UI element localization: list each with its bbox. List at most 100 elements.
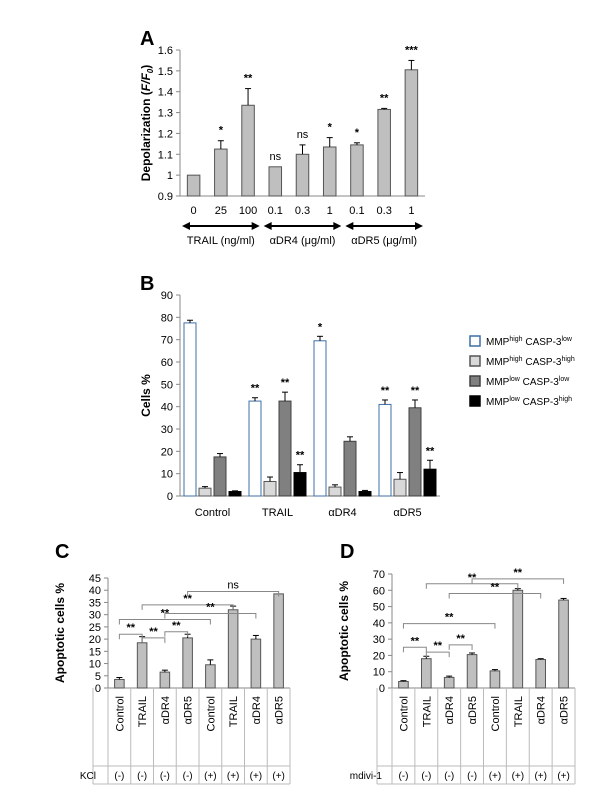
panel-a-bar [268, 166, 283, 197]
panel-a-group-label: αDR5 (μg/ml) [351, 235, 417, 247]
panel-b-bar [183, 322, 197, 497]
panel-b-legend-label: MMPhigh CASP-3high [486, 356, 575, 368]
panel-letter-d: D [340, 541, 354, 563]
panel-a-y-tick-label: 1.1 [158, 149, 173, 161]
panel-c-bar [136, 642, 148, 689]
panel-a-x-tick-label: 0.3 [377, 205, 392, 217]
panel-b-legend-swatch [469, 395, 481, 407]
panel-b-significance: ** [281, 377, 290, 389]
panel-c-treatment-value: (-) [160, 771, 170, 782]
panel-c-significance-bracket [118, 633, 143, 640]
panel-d-bar [535, 659, 546, 689]
panel-c-bracket-label: ** [149, 626, 158, 638]
panel-b-legend-swatch [469, 375, 481, 387]
panel-b-y-tick-label: 20 [161, 446, 173, 458]
panel-d-treatment-value: (-) [398, 771, 408, 782]
panel-d-x-tick-label: TRAIL [421, 696, 433, 727]
panel-b-y-tick-label: 40 [161, 402, 173, 414]
panel-b-x-tick-label: αDR5 [393, 507, 421, 519]
panel-a-significance: * [328, 122, 333, 134]
panel-b-bar [408, 407, 422, 497]
panel-letter-c: C [55, 541, 69, 563]
panel-d-bracket-label: ** [411, 635, 420, 647]
panel-d-bar [466, 654, 478, 689]
panel-b-chart: 0 10 20 30 40 50 60 70 80 90 Control ** ** ** TRAIL * αD… [139, 290, 575, 519]
panel-b-bar [293, 472, 307, 497]
panel-b-bar [343, 440, 357, 497]
panel-c-significance-bracket [164, 631, 189, 637]
panel-a-x-tick-label: 0.3 [295, 205, 310, 217]
panel-d-significance-bracket [448, 644, 473, 650]
panel-c-y-tick-label: 5 [95, 671, 101, 683]
panel-d-x-tick-label: αDR5 [559, 696, 571, 724]
panel-d-treatment-value: (+) [534, 771, 547, 782]
panel-b-legend-swatch [469, 355, 481, 367]
panel-a-bar [241, 104, 255, 197]
panel-c-y-tick-label: 45 [89, 573, 101, 585]
panel-a-significance: ** [380, 92, 389, 104]
panel-a-y-tick-label: 1 [167, 170, 173, 182]
panel-b-bar [393, 478, 407, 497]
panel-d-bracket-label: ** [433, 640, 442, 652]
panel-b-legend-label: MMPlow CASP-3low [486, 376, 570, 388]
panel-a-group-arrowhead [182, 222, 190, 230]
panel-d-y-tick-label: 0 [379, 683, 385, 695]
panel-a-y-tick-label: 1.6 [158, 45, 173, 57]
panel-a-bar [377, 108, 391, 197]
panel-c-treatment-value: (+) [204, 771, 217, 782]
panel-c-bar [250, 638, 262, 689]
panel-a-bar [186, 174, 201, 197]
panel-b-x-tick-label: Control [195, 507, 230, 519]
panel-c-y-tick-label: 25 [89, 622, 101, 634]
panel-d-y-tick-label: 60 [373, 585, 385, 597]
panel-b-y-tick-label: 80 [161, 312, 173, 324]
panel-a-y-tick-label: 1.4 [158, 87, 173, 99]
panel-c-bracket-label: ** [183, 593, 192, 605]
panel-b-significance: ** [411, 385, 420, 397]
panel-a-y-tick-label: 1.2 [158, 128, 173, 140]
panel-a-y-tick-label: 1.5 [158, 66, 173, 78]
panel-d-x-tick-label: αDR4 [536, 696, 548, 724]
panel-c-x-tick-label: αDR4 [251, 696, 263, 724]
panel-c-treatment-value: (+) [272, 771, 285, 782]
panel-d-bar [558, 599, 569, 689]
panel-d-y-tick-label: 30 [373, 634, 385, 646]
panel-b-significance: * [318, 321, 323, 333]
panel-a-y-tick-label: 0.9 [158, 191, 173, 203]
panel-c-x-tick-label: TRAIL [228, 696, 240, 727]
panel-b-y-tick-label: 0 [167, 491, 173, 503]
panel-d-bracket-label: ** [445, 612, 454, 624]
panel-a-group-arrowhead [251, 222, 260, 230]
panel-b-y-tick-label: 70 [161, 335, 173, 347]
panel-b-y-tick-label: 60 [161, 357, 173, 369]
panel-c-bar [114, 678, 125, 689]
panel-a-group-label: αDR4 (μg/ml) [270, 235, 336, 247]
panel-c-x-tick-label: Control [205, 696, 217, 731]
panel-a-bar [295, 153, 310, 197]
panel-c-y-tick-label: 30 [89, 610, 101, 622]
panel-c-treatment-value: (-) [183, 771, 193, 782]
panel-c-x-tick-label: TRAIL [137, 696, 149, 727]
panel-d-treatment-value: (-) [444, 771, 454, 782]
panel-d-significance-bracket [425, 583, 519, 589]
panel-d-y-axis-label: Apoptotic cells % [337, 581, 351, 681]
panel-b-y-tick-label: 10 [161, 469, 173, 481]
panel-d-treatment-value: (+) [489, 771, 502, 782]
panel-d-significance-bracket [471, 578, 565, 584]
panel-a-x-tick-label: 1 [327, 205, 333, 217]
panel-d-significance-bracket [425, 651, 450, 658]
panel-b-bar [263, 480, 277, 497]
panel-c-x-tick-label: αDR5 [183, 696, 195, 724]
panel-d-bracket-label: ** [468, 572, 477, 584]
panel-b-bar [198, 487, 212, 497]
panel-d-bracket-label: ** [514, 567, 523, 579]
panel-c-y-tick-label: 0 [95, 683, 101, 695]
panel-c-treatment-value: (+) [250, 771, 263, 782]
panel-c-y-tick-label: 40 [89, 585, 101, 597]
panel-c-significance-bracket [187, 590, 280, 597]
panel-a-significance: *** [405, 44, 419, 56]
panel-b-legend-label: MMPlow CASP-3high [486, 396, 572, 408]
